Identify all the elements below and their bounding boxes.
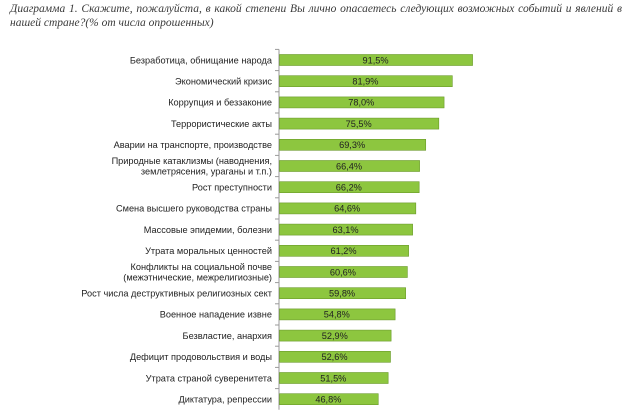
bar: [279, 223, 413, 236]
value-label: 64,6%: [334, 204, 360, 214]
category-label: Военное нападение извне: [160, 310, 272, 320]
value-label: 69,3%: [339, 140, 365, 150]
bar: [279, 329, 392, 342]
value-label: 81,9%: [352, 77, 378, 87]
category-label: Утрата страной суверенитета: [146, 373, 273, 383]
bar: [279, 308, 396, 321]
bar: [279, 117, 440, 130]
category-label: Дефицит продовольствия и воды: [130, 352, 272, 362]
category-label: Рост преступности: [192, 183, 272, 193]
category-label: Безвластие, анархия: [183, 331, 272, 341]
category-label: Безработица, обнищание народа: [130, 55, 273, 65]
category-label: Коррупция и беззаконие: [168, 98, 272, 108]
bar: [279, 393, 379, 406]
bar: [279, 75, 453, 87]
value-label: 59,8%: [329, 289, 355, 299]
category-label: Рост числа деструктивных религиозных сек…: [81, 289, 273, 299]
category-label: (межэтнические, межрелигиозные): [123, 273, 272, 283]
bar: [279, 202, 417, 215]
bar: [279, 96, 445, 109]
category-label: Смена высшего руководства страны: [116, 204, 272, 214]
bar: [279, 266, 408, 278]
value-label: 66,4%: [336, 161, 362, 171]
category-label: Массовые эпидемии, болезни: [144, 225, 272, 235]
chart-title: Диаграмма 1. Скажите, пожалуйста, в како…: [10, 3, 622, 29]
value-label: 51,5%: [320, 373, 346, 383]
value-label: 63,1%: [333, 225, 359, 235]
bar: [279, 372, 389, 384]
bar: [279, 160, 420, 172]
bar: [279, 54, 473, 66]
value-label: 52,6%: [321, 352, 347, 362]
value-label: 66,2%: [336, 183, 362, 193]
value-label: 91,5%: [363, 55, 389, 65]
value-label: 75,5%: [346, 119, 372, 129]
category-label: Утрата моральных ценностей: [145, 246, 272, 256]
category-label: Экономический кризис: [175, 77, 272, 87]
category-label: Природные катаклизмы (наводнения,: [112, 156, 272, 166]
bar: [279, 139, 427, 151]
bars-layer: 91,5% Безработица, обнищание народа 81,9% Э…: [81, 48, 473, 410]
bar: [279, 287, 406, 300]
value-label: 61,2%: [331, 246, 357, 256]
value-label: 46,8%: [315, 395, 341, 405]
category-label: Аварии на транспорте, производстве: [114, 140, 272, 150]
value-label: 60,6%: [330, 267, 356, 277]
bar: [279, 181, 420, 193]
bar: [279, 350, 391, 363]
value-label: 78,0%: [348, 98, 374, 108]
category-label: землетрясения, ураганы и т.п.): [141, 167, 272, 177]
bar: [279, 245, 409, 257]
value-label: 54,8%: [324, 310, 350, 320]
category-label: Диктатура, репрессии: [179, 395, 272, 405]
category-label: Конфликты на социальной почве: [131, 262, 273, 272]
value-label: 52,9%: [322, 331, 348, 341]
category-label: Террористические акты: [171, 119, 272, 129]
